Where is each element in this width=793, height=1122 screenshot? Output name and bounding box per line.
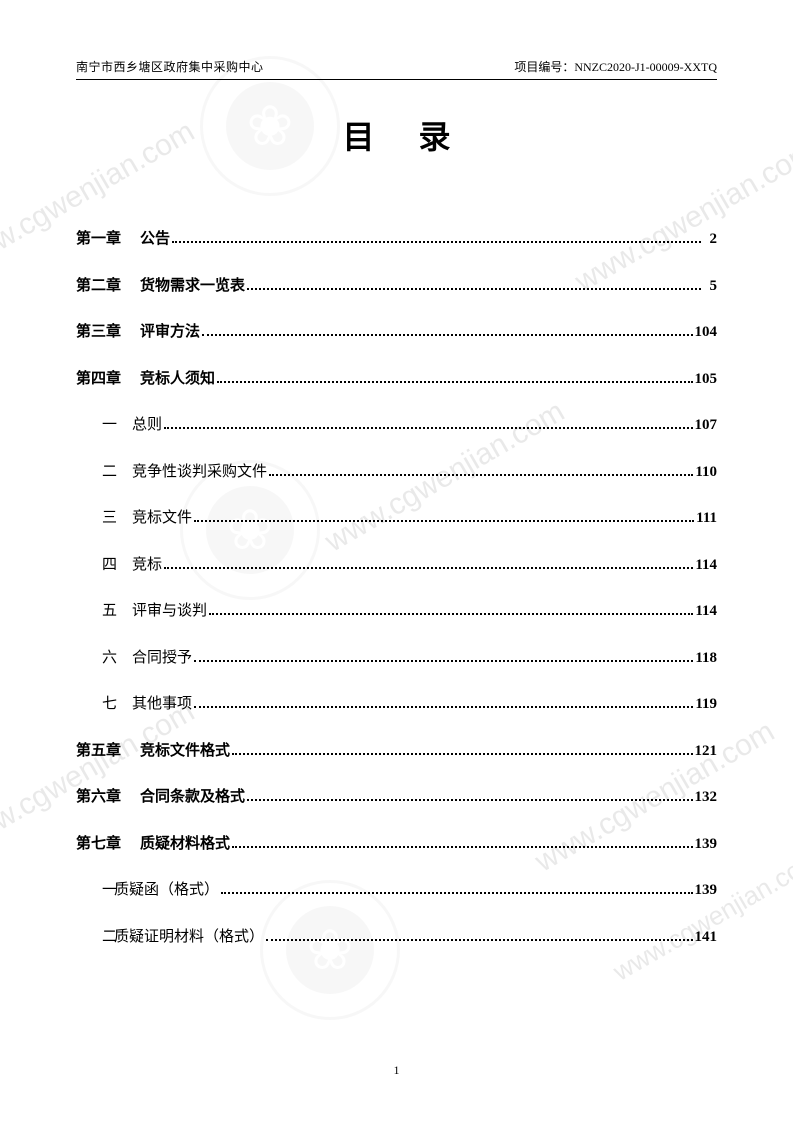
toc-section-number: 二 <box>76 926 112 949</box>
toc-row: 第七章质疑材料格式 139 <box>76 833 717 856</box>
toc-leader-dots <box>247 288 701 290</box>
header-project-number: 项目编号：NNZC2020-J1-00009-XXTQ <box>514 58 717 75</box>
toc-row: 第五章竞标文件格式 121 <box>76 740 717 763</box>
toc-section-number: 一 <box>76 879 112 902</box>
toc-section-number: 七 <box>76 693 120 716</box>
toc-section-label: 竞标文件 <box>120 507 192 530</box>
toc-leader-dots <box>232 846 692 848</box>
toc-section-label: 其他事项 <box>120 693 192 716</box>
toc-section-label: 质疑证明材料（格式） <box>112 926 264 949</box>
toc-leader-dots <box>164 567 693 569</box>
toc-leader-dots <box>247 799 692 801</box>
page-header: 南宁市西乡塘区政府集中采购中心 项目编号：NNZC2020-J1-00009-X… <box>76 58 717 80</box>
toc-page-number: 139 <box>695 833 718 856</box>
toc-row: 一总则 107 <box>76 414 717 437</box>
toc-section-label: 总则 <box>120 414 162 437</box>
toc-page-number: 2 <box>703 228 717 251</box>
toc-leader-dots <box>194 660 693 662</box>
toc-leader-dots <box>172 241 701 243</box>
toc-section-label: 竞争性谈判采购文件 <box>120 461 267 484</box>
toc-section-number: 三 <box>76 507 120 530</box>
toc-chapter-label: 竞标文件格式 <box>140 740 230 763</box>
toc-page-number: 141 <box>695 926 718 949</box>
toc-page-number: 111 <box>696 507 717 530</box>
toc-page-number: 5 <box>703 275 717 298</box>
toc-page-number: 114 <box>695 600 717 623</box>
toc-row: 一质疑函（格式） 139 <box>76 879 717 902</box>
toc-chapter-number: 第四章 <box>76 368 140 391</box>
toc-leader-dots <box>232 753 692 755</box>
toc-page-number: 118 <box>695 647 717 670</box>
toc-row: 六合同授予 118 <box>76 647 717 670</box>
toc-section-number: 四 <box>76 554 120 577</box>
toc-chapter-number: 第一章 <box>76 228 140 251</box>
header-org-name: 南宁市西乡塘区政府集中采购中心 <box>76 58 264 75</box>
toc-section-label: 竞标 <box>120 554 162 577</box>
toc-chapter-label: 货物需求一览表 <box>140 275 245 298</box>
toc-chapter-number: 第七章 <box>76 833 140 856</box>
toc-page-number: 107 <box>695 414 718 437</box>
toc-page-number: 139 <box>695 879 718 902</box>
toc-row: 第四章竞标人须知 105 <box>76 368 717 391</box>
toc-chapter-label: 评审方法 <box>140 321 200 344</box>
toc-leader-dots <box>164 427 692 429</box>
toc-chapter-label: 合同条款及格式 <box>140 786 245 809</box>
toc-chapter-number: 第六章 <box>76 786 140 809</box>
toc-section-number: 六 <box>76 647 120 670</box>
toc-leader-dots <box>202 334 692 336</box>
toc-page-number: 121 <box>695 740 718 763</box>
toc-section-label: 评审与谈判 <box>120 600 207 623</box>
toc-chapter-number: 第三章 <box>76 321 140 344</box>
toc-row: 二竞争性谈判采购文件 110 <box>76 461 717 484</box>
toc-chapter-label: 质疑材料格式 <box>140 833 230 856</box>
toc-row: 第三章评审方法 104 <box>76 321 717 344</box>
header-project-value: NNZC2020-J1-00009-XXTQ <box>574 60 717 74</box>
toc-row: 五评审与谈判 114 <box>76 600 717 623</box>
toc-section-number: 二 <box>76 461 120 484</box>
toc-row: 二质疑证明材料（格式） 141 <box>76 926 717 949</box>
toc-row: 七其他事项 119 <box>76 693 717 716</box>
toc-section-label: 质疑函（格式） <box>112 879 219 902</box>
toc-row: 第一章公告 2 <box>76 228 717 251</box>
toc-page-number: 105 <box>695 368 718 391</box>
toc-leader-dots <box>209 613 693 615</box>
toc-section-label: 合同授予 <box>120 647 192 670</box>
toc-page-number: 104 <box>695 321 718 344</box>
toc-row: 三竞标文件 111 <box>76 507 717 530</box>
toc-chapter-number: 第二章 <box>76 275 140 298</box>
page-number: 1 <box>0 1063 793 1078</box>
document-page: 南宁市西乡塘区政府集中采购中心 项目编号：NNZC2020-J1-00009-X… <box>0 0 793 1012</box>
toc-leader-dots <box>217 381 692 383</box>
toc-leader-dots <box>221 892 692 894</box>
toc-page-number: 119 <box>695 693 717 716</box>
toc-section-number: 一 <box>76 414 120 437</box>
toc-chapter-label: 公告 <box>140 228 170 251</box>
toc-row: 第六章合同条款及格式 132 <box>76 786 717 809</box>
toc-row: 四竞标 114 <box>76 554 717 577</box>
toc-leader-dots <box>266 939 692 941</box>
toc-leader-dots <box>194 706 693 708</box>
toc-leader-dots <box>194 520 694 522</box>
header-project-label: 项目编号： <box>514 60 574 74</box>
toc-page-number: 110 <box>695 461 717 484</box>
toc-chapter-label: 竞标人须知 <box>140 368 215 391</box>
table-of-contents: 第一章公告2第二章货物需求一览表5第三章评审方法104第四章竞标人须知105一总… <box>76 228 717 948</box>
page-title: 目录 <box>76 112 717 158</box>
toc-chapter-number: 第五章 <box>76 740 140 763</box>
toc-leader-dots <box>269 474 693 476</box>
toc-page-number: 114 <box>695 554 717 577</box>
toc-page-number: 132 <box>695 786 718 809</box>
toc-row: 第二章货物需求一览表 5 <box>76 275 717 298</box>
toc-section-number: 五 <box>76 600 120 623</box>
